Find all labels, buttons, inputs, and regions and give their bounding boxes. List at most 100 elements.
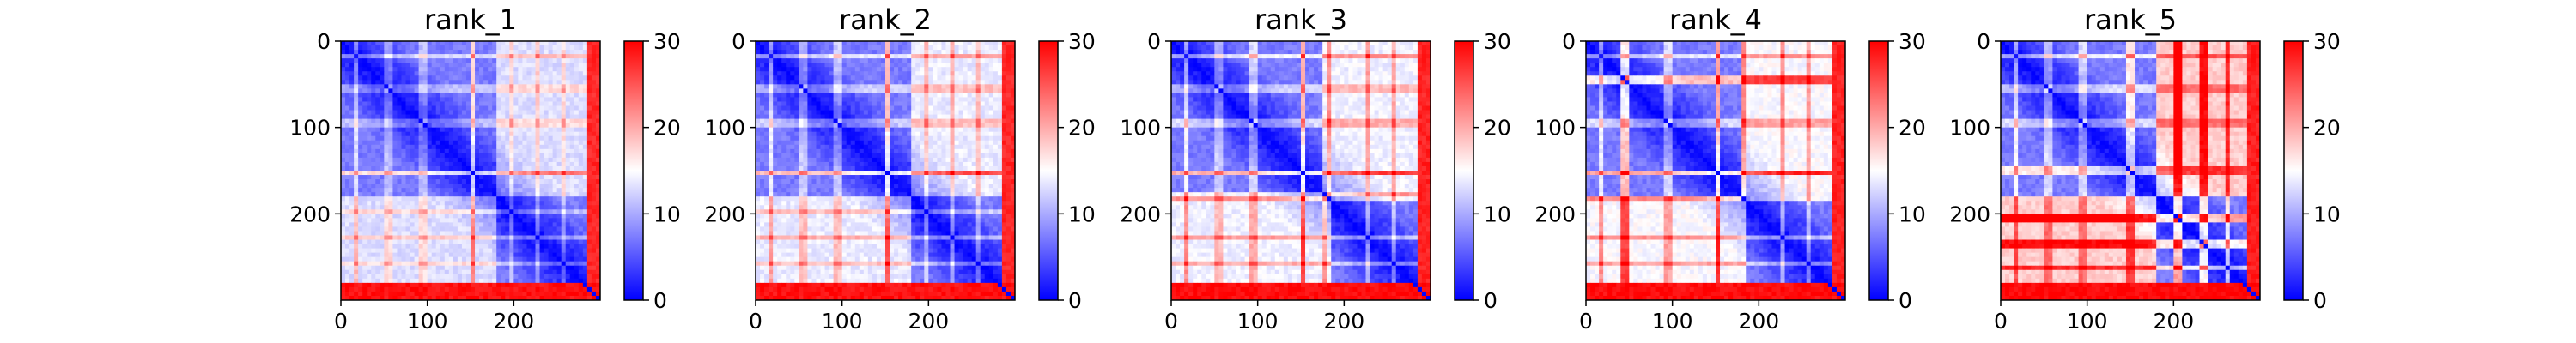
- heatmap-cell: [483, 248, 489, 254]
- heatmap-cell: [764, 93, 769, 98]
- heatmap-cell: [582, 244, 588, 249]
- heatmap-cell: [448, 165, 454, 172]
- heatmap-cell: [760, 58, 765, 63]
- heatmap-cell: [975, 54, 981, 59]
- heatmap-cell: [461, 114, 467, 119]
- heatmap-cell: [501, 226, 506, 232]
- heatmap-cell: [427, 118, 433, 124]
- heatmap-cell: [410, 148, 415, 154]
- heatmap-cell: [924, 80, 929, 85]
- heatmap-cell: [509, 67, 514, 72]
- heatmap-cell: [958, 58, 963, 63]
- heatmap-cell: [488, 157, 493, 163]
- heatmap-cell: [928, 80, 933, 85]
- heatmap-cell: [505, 84, 510, 89]
- heatmap-cell: [591, 54, 597, 59]
- heatmap-cell: [997, 127, 1003, 133]
- heatmap-cell: [971, 54, 977, 59]
- heatmap-cell: [556, 282, 562, 288]
- heatmap-cell: [885, 75, 890, 81]
- heatmap-cell: [435, 201, 441, 206]
- heatmap-cell: [384, 235, 389, 240]
- heatmap-cell: [362, 256, 368, 262]
- heatmap-cell: [980, 84, 986, 89]
- heatmap-cell: [405, 184, 410, 189]
- heatmap-cell: [556, 286, 562, 292]
- heatmap-cell: [349, 118, 355, 124]
- heatmap-cell: [539, 58, 544, 63]
- heatmap-cell: [950, 71, 955, 76]
- heatmap-cell: [448, 196, 454, 202]
- heatmap-cell: [850, 84, 856, 89]
- heatmap-cell: [509, 71, 514, 76]
- heatmap-cell: [552, 45, 558, 51]
- heatmap-cell: [954, 127, 959, 133]
- heatmap-cell: [531, 188, 536, 193]
- heatmap-cell: [539, 214, 544, 219]
- heatmap-cell: [397, 218, 402, 223]
- heatmap-cell: [405, 261, 410, 267]
- heatmap-cell: [501, 110, 506, 115]
- heatmap-cell: [471, 231, 476, 236]
- heatmap-cell: [556, 201, 562, 206]
- heatmap-cell: [448, 118, 454, 124]
- heatmap-cell: [569, 239, 575, 244]
- heatmap-cell: [561, 114, 567, 119]
- heatmap-cell: [388, 131, 393, 137]
- heatmap-cell: [388, 295, 393, 301]
- heatmap-cell: [375, 205, 380, 210]
- heatmap-cell: [556, 41, 562, 46]
- heatmap-cell: [345, 157, 350, 163]
- heatmap-cell: [435, 45, 441, 51]
- heatmap-cell: [920, 88, 925, 93]
- heatmap-cell: [885, 80, 890, 85]
- heatmap-cell: [401, 286, 406, 292]
- heatmap-cell: [471, 80, 476, 85]
- heatmap-cell: [345, 110, 350, 115]
- heatmap-cell: [371, 71, 376, 76]
- heatmap-cell: [354, 161, 359, 167]
- heatmap-cell: [457, 192, 463, 197]
- heatmap-cell: [418, 184, 424, 189]
- heatmap-cell: [811, 50, 817, 55]
- heatmap-cell: [427, 196, 433, 202]
- heatmap-cell: [431, 153, 437, 159]
- heatmap-cell: [574, 97, 580, 102]
- heatmap-cell: [945, 97, 951, 102]
- heatmap-cell: [539, 101, 544, 106]
- heatmap-cell: [448, 265, 454, 271]
- heatmap-cell: [595, 252, 601, 258]
- heatmap-cell: [392, 209, 398, 214]
- heatmap-cell: [531, 205, 536, 210]
- heatmap-cell: [418, 282, 424, 288]
- heatmap-cell: [539, 114, 544, 119]
- heatmap-cell: [854, 97, 860, 102]
- heatmap-cell: [465, 123, 471, 129]
- heatmap-cell: [578, 235, 584, 240]
- heatmap-cell: [427, 93, 433, 98]
- heatmap-cell: [479, 105, 484, 111]
- heatmap-cell: [349, 80, 355, 85]
- heatmap-cell: [971, 127, 977, 133]
- heatmap-cell: [422, 209, 428, 214]
- heatmap-cell: [898, 67, 903, 72]
- heatmap-cell: [561, 248, 567, 254]
- heatmap-cell: [833, 114, 839, 119]
- heatmap-cell: [531, 239, 536, 244]
- heatmap-cell: [544, 50, 549, 55]
- heatmap-cell: [354, 205, 359, 210]
- heatmap-cell: [811, 88, 817, 93]
- heatmap-cell: [988, 118, 994, 124]
- heatmap-cell: [539, 239, 544, 244]
- heatmap-cell: [586, 131, 592, 137]
- heatmap-cell: [492, 84, 497, 89]
- x-tick-label: 200: [493, 309, 534, 334]
- heatmap-cell: [954, 58, 959, 63]
- heatmap-cell: [535, 101, 540, 106]
- heatmap-cell: [975, 41, 981, 46]
- heatmap-cell: [811, 63, 817, 68]
- heatmap-cell: [453, 235, 459, 240]
- heatmap-cell: [349, 209, 355, 214]
- heatmap-cell: [556, 222, 562, 227]
- heatmap-cell: [440, 239, 446, 244]
